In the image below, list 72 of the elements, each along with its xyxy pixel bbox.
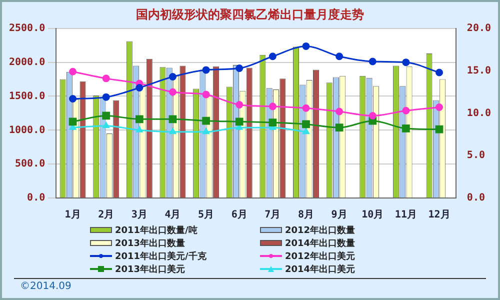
x-tick-label: 10月 <box>362 210 384 221</box>
x-tick-label: 7月 <box>264 210 281 221</box>
x-tick-label: 12月 <box>428 210 450 221</box>
point <box>402 58 410 66</box>
y-tick-label: 500.0 <box>15 158 46 170</box>
y-tick-label: 1000.0 <box>9 124 46 136</box>
y-tick-label: 1500.0 <box>9 90 46 102</box>
point <box>102 93 110 101</box>
point <box>168 72 176 80</box>
point <box>202 128 210 134</box>
point <box>268 52 276 60</box>
y2-tick-label: 10.0 <box>466 108 492 119</box>
x-tick-label: 11月 <box>394 210 417 221</box>
point <box>202 116 210 125</box>
chart-title: 国内初级形状的聚四氯乙烯出口量月度走势 <box>136 7 364 22</box>
y-tick-label: 0.0 <box>27 192 46 204</box>
point <box>368 112 376 120</box>
point <box>236 100 244 108</box>
point <box>69 68 77 76</box>
legend-label: 2011年出口数量/吨 <box>115 224 198 236</box>
point <box>169 128 176 134</box>
legend-label: 2013年出口美元 <box>115 263 186 276</box>
point <box>136 84 144 92</box>
point <box>335 124 344 132</box>
legend-label: 2014年出口美元 <box>285 263 356 276</box>
point <box>168 88 176 96</box>
x-tick-label: 6月 <box>231 210 248 221</box>
point <box>436 104 444 112</box>
x-tick-label: 9月 <box>331 210 348 221</box>
point <box>436 68 444 76</box>
point <box>336 108 344 116</box>
point <box>336 52 344 60</box>
text: ©2014.09 <box>20 281 72 292</box>
point <box>268 118 277 126</box>
point <box>168 115 177 124</box>
y-tick-label: 2500.0 <box>9 22 46 34</box>
legend-label: 2013年出口数量 <box>115 237 186 250</box>
x-tick-label: 5月 <box>198 210 214 221</box>
point <box>68 118 77 126</box>
point <box>202 66 210 74</box>
legend-label: 2012年出口数量 <box>285 224 356 236</box>
point <box>236 64 244 72</box>
point <box>202 90 210 98</box>
x-tick-label: 1月 <box>64 210 81 221</box>
y2-tick-label: 5.0 <box>466 150 485 162</box>
point <box>302 128 310 134</box>
point <box>302 104 310 112</box>
y2-tick-label: 0.0 <box>466 192 485 204</box>
point <box>136 126 143 132</box>
legend-label: 2012年出口美元 <box>285 250 356 262</box>
point <box>302 120 310 128</box>
y2-tick-label: 20.0 <box>466 22 492 34</box>
point <box>102 112 110 120</box>
point <box>102 74 110 82</box>
point <box>435 125 444 134</box>
point <box>402 106 410 114</box>
point <box>235 118 244 126</box>
x-tick-label: 2月 <box>98 210 114 221</box>
x-tick-label: 8月 <box>298 210 314 221</box>
point <box>402 124 410 132</box>
point <box>302 42 310 50</box>
legend-label: 2014年出口数量 <box>285 237 356 250</box>
legend-label: 2011年出口美元/千克 <box>115 250 206 262</box>
y-tick-label: 2000.0 <box>9 56 46 68</box>
point <box>268 102 276 110</box>
x-tick-label: 4月 <box>164 210 181 221</box>
x-tick-label: 3月 <box>131 210 148 221</box>
y2-tick-label: 15.0 <box>466 65 492 76</box>
point <box>368 58 376 66</box>
point <box>102 122 110 128</box>
point <box>135 115 144 124</box>
point <box>69 95 77 103</box>
